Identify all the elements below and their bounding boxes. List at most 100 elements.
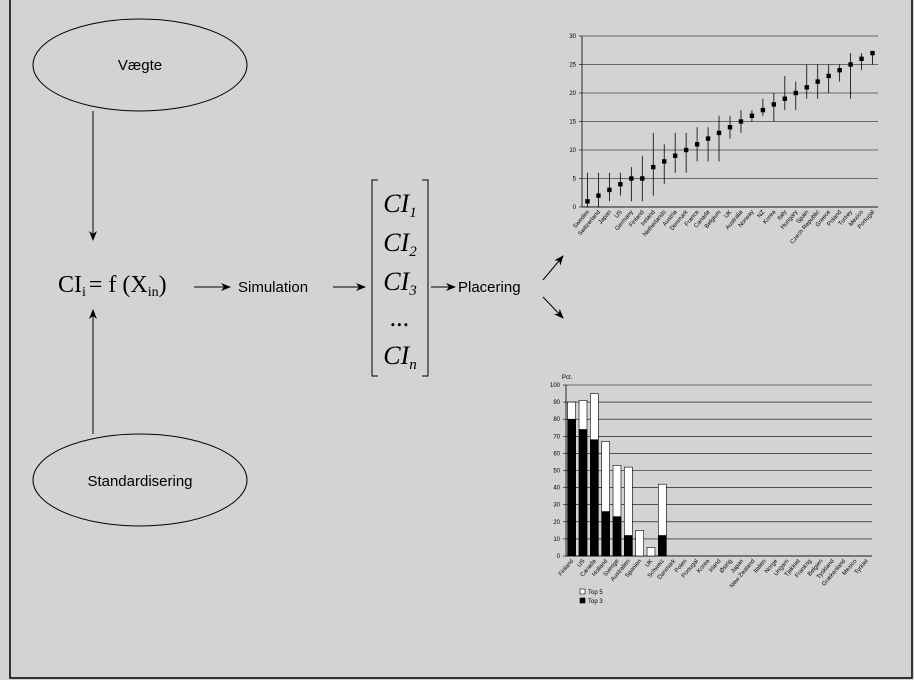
y-tick-label: 0 — [573, 205, 577, 211]
point — [727, 125, 733, 130]
point — [749, 113, 755, 118]
standardization-label: Standardisering — [87, 473, 192, 490]
bar — [635, 530, 644, 557]
bar — [624, 535, 633, 557]
y-tick-label: 50 — [553, 469, 560, 475]
matrix-base: ... — [390, 303, 410, 332]
formula-part: CI — [58, 272, 82, 298]
x-tick-label: Italy — [777, 209, 789, 221]
x-tick-label: UK — [724, 209, 734, 219]
formula: CIi = f (Xin) — [58, 272, 167, 300]
point — [662, 159, 667, 164]
arrow — [542, 296, 564, 319]
formula-sub: in — [148, 285, 159, 300]
legend-label: Top 5 — [588, 590, 603, 596]
formula-sub: i — [82, 285, 86, 300]
y-tick-label: 40 — [553, 486, 560, 492]
point — [607, 187, 612, 193]
y-axis-label: Pct. — [562, 375, 573, 381]
legend-swatch — [579, 588, 586, 595]
y-tick-label: 10 — [553, 537, 560, 543]
matrix-bracket — [422, 179, 429, 377]
point — [705, 136, 711, 141]
point — [694, 142, 700, 147]
matrix-entry: CIn — [383, 341, 417, 373]
bar — [578, 429, 588, 557]
bar — [658, 535, 667, 557]
point — [771, 102, 777, 107]
y-tick-label: 100 — [550, 383, 561, 389]
y-tick-label: 20 — [553, 520, 560, 526]
matrix-entry: ... — [390, 303, 410, 332]
formula-part: ) — [159, 272, 167, 298]
point — [793, 90, 798, 96]
point — [629, 176, 634, 181]
point — [782, 96, 788, 101]
point — [859, 56, 864, 61]
weights-ellipse — [32, 18, 248, 112]
point — [815, 79, 820, 84]
y-tick-label: 10 — [569, 148, 576, 154]
standardization-ellipse — [32, 433, 248, 527]
matrix-sub: n — [409, 357, 417, 373]
point — [848, 62, 853, 67]
point — [683, 147, 689, 153]
point — [596, 193, 601, 198]
y-tick-label: 80 — [553, 417, 560, 423]
bar — [646, 547, 656, 557]
matrix-entry: CI1 — [383, 189, 417, 221]
matrix-sub: 3 — [408, 283, 417, 299]
legend-label: Top 3 — [588, 599, 603, 605]
matrix-base: CI — [383, 267, 410, 296]
matrix-base: CI — [383, 228, 410, 257]
formula-part: = f (X — [89, 272, 148, 298]
arrow — [542, 255, 564, 281]
y-tick-label: 0 — [557, 554, 561, 560]
matrix-entry: CI3 — [383, 267, 417, 299]
weights-label: Vægte — [118, 57, 162, 74]
matrix-base: CI — [383, 189, 410, 218]
frame — [9, 0, 913, 679]
point — [585, 199, 590, 204]
y-tick-label: 90 — [553, 400, 560, 406]
placement-label: Placering — [458, 279, 521, 296]
bar — [590, 439, 599, 557]
point — [837, 68, 842, 73]
x-tick-label: UK — [645, 558, 655, 568]
point — [738, 119, 744, 124]
point — [826, 73, 831, 79]
point — [618, 182, 623, 187]
matrix-sub: 2 — [409, 244, 417, 260]
point — [640, 176, 645, 181]
point — [672, 153, 678, 158]
point — [760, 107, 766, 113]
matrix-entry: CI2 — [383, 228, 417, 260]
point — [651, 164, 656, 170]
y-tick-label: 70 — [553, 434, 560, 440]
bar — [601, 511, 610, 557]
y-tick-label: 30 — [569, 34, 576, 40]
x-tick-label: US — [614, 209, 624, 219]
matrix-base: CI — [383, 341, 410, 370]
point — [870, 50, 875, 56]
y-tick-label: 20 — [569, 91, 576, 97]
point — [804, 85, 809, 90]
y-tick-label: 60 — [553, 451, 560, 457]
bar — [612, 516, 622, 557]
y-tick-label: 30 — [553, 503, 560, 509]
legend-swatch — [579, 597, 586, 604]
simulation-label: Simulation — [238, 279, 308, 296]
point — [716, 130, 722, 136]
y-tick-label: 5 — [573, 177, 577, 183]
matrix-bracket — [371, 179, 378, 377]
y-tick-label: 15 — [569, 120, 576, 126]
x-tick-label: US — [577, 558, 587, 568]
y-tick-label: 25 — [569, 63, 576, 69]
x-tick-label: NZ — [757, 209, 767, 219]
bar — [567, 418, 576, 557]
